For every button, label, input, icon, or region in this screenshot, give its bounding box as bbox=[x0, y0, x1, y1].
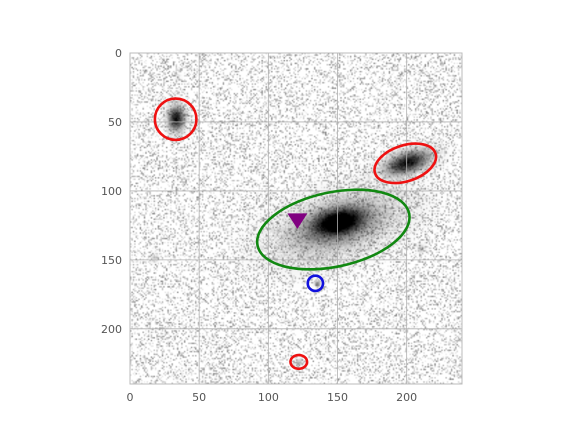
ellipse-point-source bbox=[306, 274, 325, 293]
triangle-marker bbox=[287, 213, 308, 229]
ellipse-bottom bbox=[289, 353, 309, 371]
y-tick-label: 150 bbox=[101, 254, 122, 267]
grid bbox=[130, 53, 462, 384]
y-tick-label: 100 bbox=[101, 185, 122, 198]
overlay-regions bbox=[153, 97, 438, 371]
x-axis: 0 50 100 150 200 bbox=[127, 391, 418, 404]
ellipse-upper-left bbox=[153, 97, 198, 142]
ellipse-upper-right bbox=[373, 142, 438, 185]
x-tick-label: 100 bbox=[258, 391, 279, 404]
x-tick-label: 150 bbox=[327, 391, 348, 404]
plot-frame bbox=[129, 52, 463, 385]
x-tick-label: 200 bbox=[396, 391, 417, 404]
x-tick-label: 0 bbox=[127, 391, 134, 404]
y-axis: 0 50 100 150 200 bbox=[101, 47, 122, 336]
y-tick-label: 50 bbox=[108, 116, 122, 129]
plot-area bbox=[129, 52, 463, 385]
y-tick-label: 200 bbox=[101, 323, 122, 336]
x-tick-label: 50 bbox=[192, 391, 206, 404]
ellipse-center bbox=[255, 188, 411, 271]
y-tick-label: 0 bbox=[115, 47, 122, 60]
